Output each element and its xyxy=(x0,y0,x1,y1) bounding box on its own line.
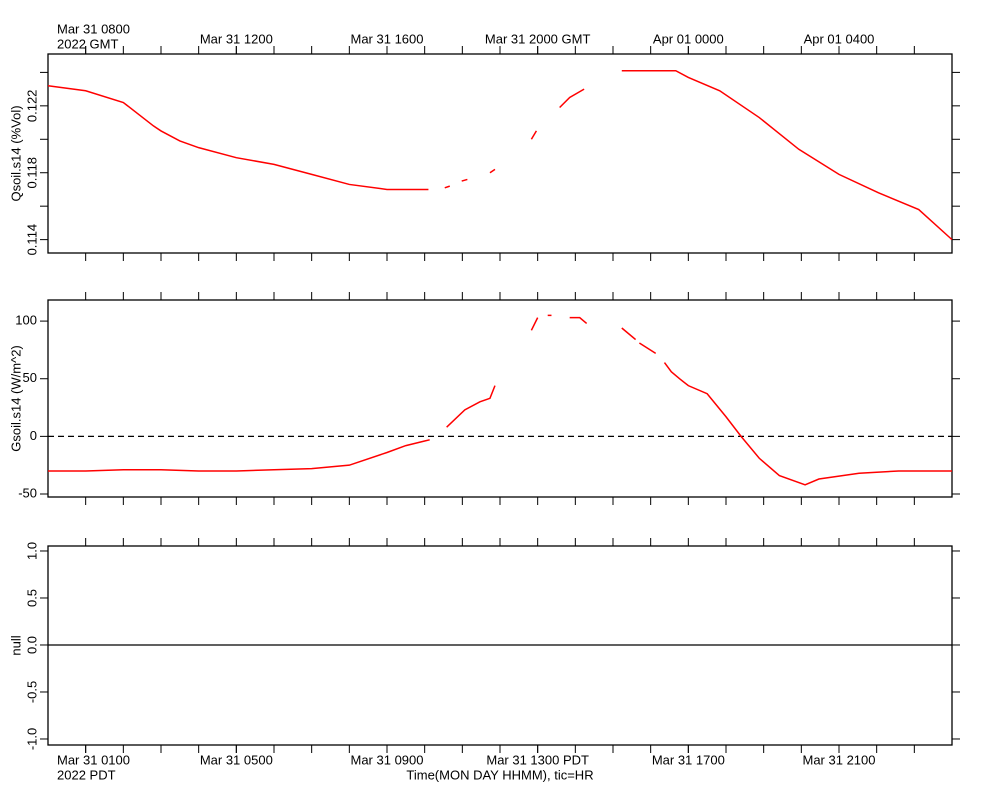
data-line xyxy=(48,314,952,486)
y-tick-label: 0.5 xyxy=(24,589,39,607)
x-tick-label: Apr 01 0400 xyxy=(804,31,875,46)
y-tick-label: 0 xyxy=(30,428,37,443)
y-tick-label: 0.0 xyxy=(24,636,39,654)
plot-frame xyxy=(47,299,953,498)
x-axis-label: Time(MON DAY HHMM), tic=HR xyxy=(406,767,593,782)
y-tick-label: -0.5 xyxy=(24,681,39,703)
y-tick-label: 0.122 xyxy=(24,90,39,123)
y-tick-label: -50 xyxy=(18,485,37,500)
x-tick-label: Mar 31 1700 xyxy=(652,752,725,767)
x-tick-label: Mar 31 1600 xyxy=(351,31,424,46)
x-tick-label: Mar 31 0100 xyxy=(57,752,130,767)
y-tick-label: -1.0 xyxy=(24,728,39,750)
y-tick-label: 1.0 xyxy=(24,542,39,560)
y-axis-label: Qsoil.s14 (%Vol) xyxy=(8,105,23,201)
x-tick-label: Mar 31 1200 xyxy=(200,31,273,46)
y-tick-label: 100 xyxy=(15,313,37,328)
x-tick-label: Apr 01 0000 xyxy=(653,31,724,46)
y-tick-label: 0.114 xyxy=(24,224,39,256)
y-axis-label: null xyxy=(8,635,23,655)
plot-frame xyxy=(47,53,953,254)
y-tick-label: 0.118 xyxy=(24,157,39,189)
data-line xyxy=(47,69,953,241)
x-tick-label: Mar 31 1300 PDT xyxy=(486,752,589,767)
x-tick-label: Mar 31 2000 GMT xyxy=(485,31,591,46)
x-tick-label: Mar 31 2100 xyxy=(803,752,876,767)
y-axis-label: Gsoil.s14 (W/m^2) xyxy=(8,345,23,452)
x-tick-label: Mar 31 0800 xyxy=(57,21,130,36)
x-tick-label: Mar 31 0500 xyxy=(200,752,273,767)
x-sublabel: 2022 GMT xyxy=(57,36,118,51)
x-sublabel: 2022 PDT xyxy=(57,767,116,782)
y-tick-label: 50 xyxy=(23,370,37,385)
x-tick-label: Mar 31 0900 xyxy=(351,752,424,767)
